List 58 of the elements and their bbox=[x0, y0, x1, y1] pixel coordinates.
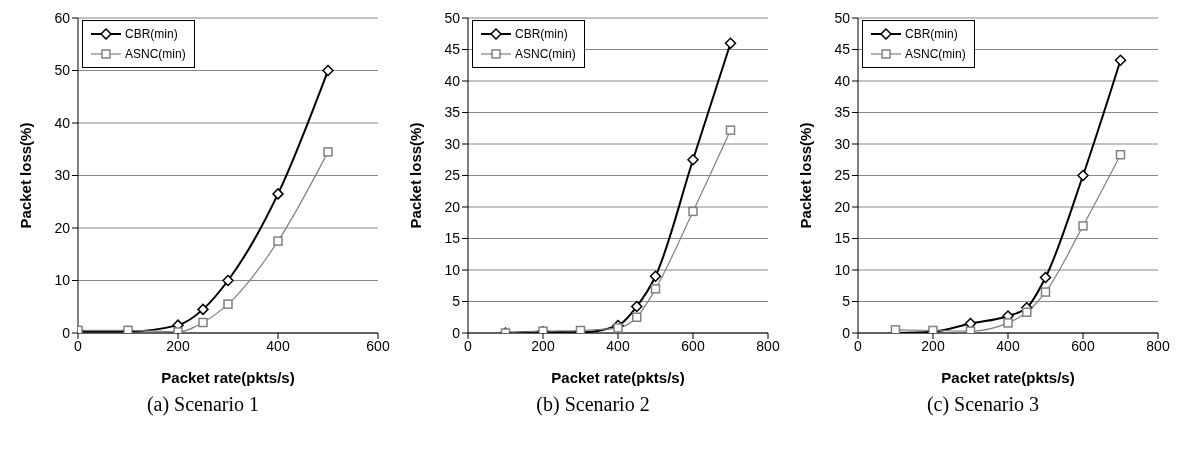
y-axis-title: Packet loss(%) bbox=[797, 122, 815, 229]
y-axis-title: Packet loss(%) bbox=[17, 122, 35, 229]
y-axis-title: Packet loss(%) bbox=[407, 122, 425, 229]
x-tick-label: 200 bbox=[166, 337, 190, 354]
x-tick-label: 0 bbox=[854, 337, 863, 354]
y-tick-label: 20 bbox=[834, 198, 851, 215]
y-tick-label: 5 bbox=[452, 293, 461, 310]
y-tick-label: 40 bbox=[54, 114, 71, 131]
y-tick-label: 30 bbox=[54, 167, 71, 184]
text: (c) Scenario 3 bbox=[925, 393, 1041, 416]
y-tick-label: 35 bbox=[444, 104, 461, 121]
y-tick-label: 30 bbox=[444, 135, 461, 152]
y-tick-label: 15 bbox=[444, 230, 461, 247]
y-tick-label: 60 bbox=[54, 9, 71, 26]
x-tick-label: 200 bbox=[921, 337, 945, 354]
y-tick-label: 10 bbox=[54, 272, 71, 289]
y-tick-label: 50 bbox=[834, 9, 851, 26]
y-tick-label: 15 bbox=[834, 230, 851, 247]
y-tick-label: 10 bbox=[834, 261, 851, 278]
x-tick-label: 800 bbox=[1146, 337, 1170, 354]
x-tick-label: 400 bbox=[266, 337, 290, 354]
y-tick-label: 25 bbox=[834, 167, 851, 184]
x-tick-label: 600 bbox=[1071, 337, 1095, 354]
x-tick-label: 600 bbox=[366, 337, 390, 354]
legend-label: ASNC(min) bbox=[905, 46, 966, 63]
y-tick-label: 0 bbox=[842, 324, 851, 341]
x-axis-title: Packet rate(pkts/s) bbox=[161, 369, 295, 386]
x-tick-label: 200 bbox=[531, 337, 555, 354]
y-tick-label: 20 bbox=[54, 219, 71, 236]
text: (a) Scenario 1 bbox=[145, 393, 261, 416]
y-tick-label: 25 bbox=[444, 167, 461, 184]
y-tick-label: 0 bbox=[62, 324, 71, 341]
y-tick-label: 20 bbox=[444, 198, 461, 215]
x-tick-label: 400 bbox=[996, 337, 1020, 354]
x-axis-title: Packet rate(pkts/s) bbox=[551, 369, 685, 386]
text: (b) Scenario 2 bbox=[535, 393, 651, 416]
x-axis-title: Packet rate(pkts/s) bbox=[941, 369, 1075, 386]
y-tick-label: 0 bbox=[452, 324, 461, 341]
y-tick-label: 30 bbox=[834, 135, 851, 152]
y-tick-label: 40 bbox=[444, 72, 461, 89]
x-tick-label: 400 bbox=[606, 337, 630, 354]
y-tick-label: 5 bbox=[842, 293, 851, 310]
legend-label: CBR(min) bbox=[125, 26, 178, 43]
y-tick-label: 45 bbox=[834, 41, 851, 58]
legend-label: CBR(min) bbox=[515, 26, 568, 43]
x-tick-label: 600 bbox=[681, 337, 705, 354]
y-tick-label: 40 bbox=[834, 72, 851, 89]
y-tick-label: 50 bbox=[444, 9, 461, 26]
x-tick-label: 0 bbox=[464, 337, 473, 354]
y-tick-label: 45 bbox=[444, 41, 461, 58]
legend-label: ASNC(min) bbox=[125, 46, 186, 63]
y-tick-label: 50 bbox=[54, 62, 71, 79]
x-tick-label: 0 bbox=[74, 337, 83, 354]
x-tick-label: 800 bbox=[756, 337, 780, 354]
y-tick-label: 10 bbox=[444, 261, 461, 278]
y-tick-label: 35 bbox=[834, 104, 851, 121]
legend-label: CBR(min) bbox=[905, 26, 958, 43]
legend-label: ASNC(min) bbox=[515, 46, 576, 63]
